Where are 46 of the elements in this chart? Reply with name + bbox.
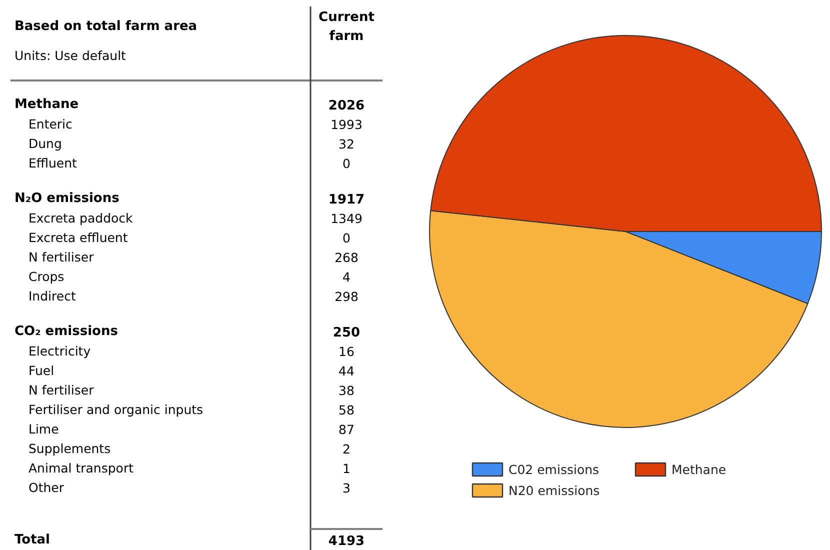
data-label: 2026: [328, 98, 365, 114]
data-label: 0: [342, 230, 351, 246]
data-label: 1349: [330, 211, 362, 226]
data-label: 1993: [330, 117, 362, 132]
category-label: Crops: [28, 269, 64, 284]
category-label: CO₂ emissions: [14, 324, 118, 339]
text: Based on total farm area: [14, 19, 198, 34]
data-label: 58: [338, 402, 354, 418]
category-label: Supplements: [28, 441, 111, 456]
data-label: 44: [338, 364, 354, 378]
category-label: Excreta effluent: [28, 230, 128, 245]
data-label: 16: [338, 344, 354, 359]
category-label: Fuel: [28, 363, 54, 378]
category-label: Lime: [28, 422, 60, 436]
data-label: 2: [342, 442, 350, 456]
legend-label: C02 emissions: [508, 462, 600, 477]
category-label: Effluent: [28, 156, 78, 170]
category-label: Dung: [28, 136, 62, 151]
data-label: 1: [342, 461, 350, 476]
category-label: Other: [28, 480, 65, 495]
category-label: Fertiliser and organic inputs: [28, 402, 204, 417]
data-label: 4193: [328, 534, 365, 549]
category-label: N₂O emissions: [14, 191, 120, 206]
category-label: N fertiliser: [28, 250, 95, 264]
category-label: N fertiliser: [28, 382, 95, 398]
category-label: Enteric: [28, 116, 73, 132]
category-label: Animal transport: [28, 460, 134, 476]
legend-label: N20 emissions: [508, 483, 600, 498]
data-label: 250: [332, 326, 360, 340]
data-label: 38: [338, 383, 354, 398]
category-label: Indirect: [28, 288, 76, 304]
category-label: Total: [14, 532, 50, 548]
data-label: 0: [342, 156, 351, 171]
category-label: Electricity: [28, 344, 92, 358]
category-label: Excreta paddock: [28, 210, 134, 226]
data-label: 4: [342, 270, 351, 284]
series-label: Current farm: [318, 10, 374, 44]
data-label: 3: [342, 480, 350, 496]
legend-label: Methane: [672, 462, 726, 477]
data-label: 87: [338, 422, 354, 437]
data-label: 298: [334, 289, 358, 304]
category-label: Methane: [14, 97, 79, 112]
data-label: 32: [338, 136, 354, 152]
data-label: 268: [334, 250, 358, 265]
text: Units: Use default: [14, 48, 126, 63]
data-label: 1917: [328, 192, 365, 208]
